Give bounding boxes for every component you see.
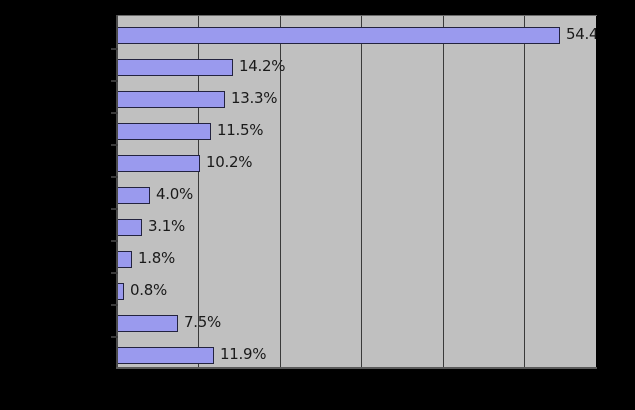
- gridline-30: [361, 16, 362, 368]
- axis-tick: [111, 112, 118, 114]
- bar: [117, 91, 225, 108]
- axis-top-spine: [116, 15, 597, 16]
- bar-data-label: 10.2%: [206, 153, 253, 171]
- axis-tick: [111, 48, 118, 50]
- bar-data-label: 4.0%: [156, 185, 193, 203]
- axis-tick: [111, 144, 118, 146]
- axis-tick: [111, 304, 118, 306]
- bar: [117, 155, 200, 172]
- axis-left-spine: [116, 15, 118, 369]
- axis-tick: [111, 240, 118, 242]
- axis-bottom-spine: [116, 367, 597, 369]
- gridline-10: [198, 16, 199, 368]
- bar-data-label: 7.5%: [184, 313, 221, 331]
- bar-data-label: 0.8%: [130, 281, 167, 299]
- axis-tick: [111, 272, 118, 274]
- plot-area: 54.4% 14.2% 13.3% 11.5% 10.2% 4.0% 3.1% 1.8% 0.8…: [117, 16, 596, 368]
- gridline-50: [524, 16, 525, 368]
- bar: [117, 347, 214, 364]
- bar-data-label: 11.9%: [220, 345, 267, 363]
- gridline-20: [280, 16, 281, 368]
- bar: [117, 315, 178, 332]
- bar-data-label: 54.4%: [566, 25, 596, 43]
- bar: [117, 27, 560, 44]
- bar: [117, 187, 150, 204]
- bar-data-label: 11.5%: [217, 121, 264, 139]
- gridline-40: [443, 16, 444, 368]
- bar: [117, 123, 211, 140]
- bar: [117, 219, 142, 236]
- axis-tick: [111, 208, 118, 210]
- axis-tick: [111, 336, 118, 338]
- bar-data-label: 14.2%: [239, 57, 286, 75]
- axis-tick: [111, 176, 118, 178]
- bar: [117, 251, 132, 268]
- bar: [117, 59, 233, 76]
- bar-data-label: 13.3%: [231, 89, 278, 107]
- bar: [117, 283, 124, 300]
- bar-data-label: 1.8%: [138, 249, 175, 267]
- bar-data-label: 3.1%: [148, 217, 185, 235]
- axis-tick: [111, 80, 118, 82]
